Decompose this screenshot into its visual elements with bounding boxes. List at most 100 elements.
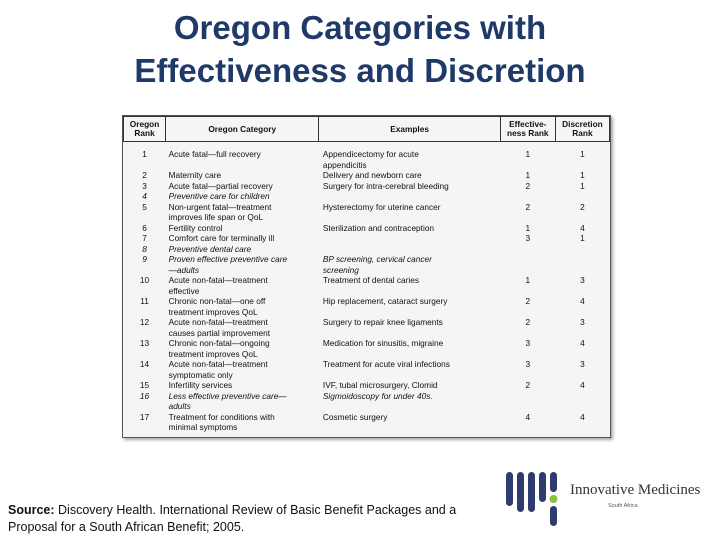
- row-discretion-rank: [555, 245, 609, 256]
- row-discretion-rank: 2: [580, 201, 585, 212]
- row-examples: Surgery to repair knee ligaments: [322, 317, 443, 327]
- row-category: improves life span or QoL: [168, 212, 264, 222]
- row-discretion-rank: 3: [580, 359, 585, 369]
- table-row: 5 Non-urgent fatal—treatment Hysterectomy …: [124, 201, 610, 214]
- row-discretion-rank: 3: [580, 317, 585, 327]
- row-rank: 5: [142, 201, 147, 212]
- row-discretion-rank: 4: [580, 411, 585, 422]
- table-row: 7 Comfort care for terminally ill 3 1: [124, 234, 610, 245]
- row-category: treatment improves QoL: [168, 306, 258, 317]
- row-effectiveness-rank: 2: [525, 317, 531, 327]
- oregon-table-image: Oregon Rank Oregon Category Examples Eff…: [122, 115, 611, 438]
- table-header-row: Oregon Rank Oregon Category Examples Eff…: [122, 116, 611, 142]
- table-row: —adults screening: [124, 265, 610, 277]
- row-examples: appendicitis: [322, 159, 367, 170]
- row-discretion-rank: [555, 213, 609, 224]
- row-discretion-rank: 1: [580, 149, 585, 159]
- row-effectiveness-rank: 1: [525, 275, 531, 285]
- row-rank: 14: [139, 359, 150, 369]
- row-examples: Hip replacement, cataract surgery: [322, 296, 448, 306]
- row-rank: 10: [139, 275, 150, 285]
- row-effectiveness-rank: 3: [525, 359, 531, 369]
- row-effectiveness-rank: [500, 255, 555, 266]
- logo-mark-icon: [506, 472, 558, 526]
- row-category: causes partial improvement: [168, 327, 271, 338]
- row-discretion-rank: [555, 255, 609, 266]
- row-effectiveness-rank: 3: [525, 233, 531, 243]
- row-effectiveness-rank: [500, 402, 555, 413]
- table-row: 16 Less effective preventive care— Sigmoid…: [124, 390, 610, 403]
- row-examples: Hysterectomy for uterine cancer: [322, 201, 441, 212]
- row-examples: [319, 402, 500, 413]
- row-examples: Sterilization and contraception: [322, 222, 435, 233]
- table-row: 2 Maternity care Delivery and newborn care…: [124, 171, 610, 182]
- row-examples: Delivery and newborn care: [322, 170, 422, 180]
- row-category: Acute fatal—full recovery: [168, 149, 261, 159]
- row-examples: IVF, tubal microsurgery, Clomid: [322, 380, 438, 390]
- row-examples: Treatment of dental caries: [322, 275, 419, 285]
- row-effectiveness-rank: [500, 245, 555, 256]
- slide-title-line-2: Effectiveness and Discretion: [134, 52, 586, 89]
- row-rank: 9: [142, 254, 147, 264]
- row-category: Preventive care for children: [168, 191, 270, 201]
- table-row: 17 Treatment for conditions with Cosmetic …: [124, 411, 610, 424]
- row-category: effective: [168, 285, 200, 296]
- row-discretion-rank: [555, 192, 609, 203]
- row-category: Maternity care: [168, 170, 222, 180]
- table-row: 11 Chronic non-fatal—one off Hip replaceme…: [124, 297, 610, 308]
- source-citation: Source: Discovery Health. International …: [8, 502, 488, 536]
- row-category: Acute non-fatal—treatment: [168, 359, 268, 369]
- row-category: Proven effective preventive care: [168, 254, 288, 264]
- row-category: Preventive dental care: [168, 243, 252, 254]
- row-rank: 17: [139, 411, 150, 422]
- row-discretion-rank: 4: [580, 222, 585, 233]
- row-rank: 1: [142, 149, 147, 159]
- row-rank: [124, 213, 166, 224]
- row-rank: 2: [142, 170, 147, 180]
- row-rank: 7: [142, 233, 147, 243]
- row-category: symptomatic only: [168, 369, 233, 380]
- table-row: treatment improves QoL: [124, 349, 610, 361]
- table-row: 10 Acute non-fatal—treatment Treatment of …: [124, 276, 610, 287]
- row-discretion-rank: 1: [580, 180, 585, 191]
- row-examples: [319, 423, 500, 434]
- row-effectiveness-rank: 3: [525, 338, 531, 348]
- row-effectiveness-rank: [500, 192, 555, 203]
- row-examples: [319, 234, 500, 245]
- row-rank: [124, 402, 166, 413]
- row-rank: 3: [142, 180, 147, 191]
- row-discretion-rank: 4: [580, 338, 585, 348]
- row-category: adults: [168, 401, 191, 411]
- table-row: improves life span or QoL: [124, 213, 610, 224]
- row-examples: Surgery for intra-cerebral bleeding: [322, 180, 449, 191]
- table-body: 1 Acute fatal—full recovery Appendicectomy…: [124, 142, 610, 434]
- row-category: Comfort care for terminally ill: [168, 233, 275, 243]
- table-row: 15 Infertility services IVF, tubal microsu…: [124, 381, 610, 392]
- innovative-medicines-logo: Innovative Medicines South Africa: [504, 468, 714, 530]
- header-examples: Examples: [318, 116, 501, 142]
- header-discretion-rank: Discretion Rank: [554, 116, 611, 142]
- row-category: Fertility control: [168, 222, 223, 233]
- row-rank: 6: [142, 222, 147, 233]
- table-row: minimal symptoms: [124, 423, 610, 434]
- row-discretion-rank: 4: [580, 296, 585, 306]
- row-rank: 11: [140, 296, 149, 306]
- row-examples: Medication for sinusitis, migraine: [322, 338, 444, 348]
- row-category: Infertility services: [168, 380, 233, 390]
- table-row: 12 Acute non-fatal—treatment Surgery to re…: [124, 318, 610, 329]
- row-effectiveness-rank: 1: [525, 149, 531, 159]
- row-discretion-rank: 1: [580, 170, 585, 180]
- row-examples: [319, 213, 500, 224]
- row-effectiveness-rank: 2: [525, 180, 531, 191]
- row-examples: BP screening, cervical cancer: [322, 254, 432, 264]
- table-row: causes partial improvement: [124, 327, 610, 340]
- row-effectiveness-rank: [500, 213, 555, 224]
- row-category: Acute fatal—partial recovery: [168, 180, 273, 191]
- row-examples: Sigmoidoscopy for under 40s.: [322, 390, 433, 401]
- oregon-categories-table: Oregon Rank Oregon Category Examples Eff…: [122, 116, 611, 434]
- table-row: 8 Preventive dental care: [124, 243, 610, 256]
- table-row: symptomatic only: [124, 369, 610, 382]
- row-discretion-rank: [555, 402, 609, 413]
- row-category: minimal symptoms: [168, 422, 238, 432]
- row-rank: 4: [142, 191, 147, 201]
